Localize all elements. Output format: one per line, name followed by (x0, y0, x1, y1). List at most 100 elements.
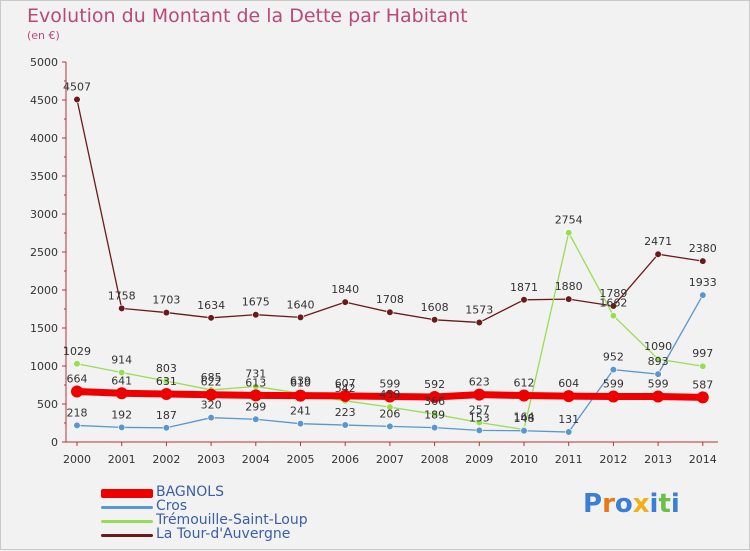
data-label: 1708 (376, 293, 404, 306)
x-tick-label: 2005 (287, 453, 315, 466)
y-tick-label: 3500 (30, 170, 58, 183)
data-point (160, 388, 173, 401)
data-point (431, 410, 439, 418)
data-point (296, 313, 305, 321)
legend-label: BAGNOLS (156, 484, 224, 500)
data-point (118, 423, 126, 432)
data-point (696, 391, 709, 404)
data-point (162, 424, 170, 432)
data-label: 622 (201, 376, 222, 389)
data-label: 685 (201, 371, 222, 384)
data-point (296, 420, 305, 428)
data-point (565, 428, 573, 436)
data-label: 241 (290, 405, 311, 418)
data-point (518, 389, 530, 402)
data-point (339, 389, 352, 402)
data-point (562, 390, 575, 403)
data-point (607, 390, 620, 403)
data-label: 148 (514, 412, 535, 425)
data-point (386, 403, 394, 411)
y-tick-label: 500 (37, 398, 58, 411)
x-tick-label: 2012 (599, 453, 627, 466)
data-point (473, 388, 486, 401)
chart-subtitle: (en €) (27, 29, 60, 42)
data-label: 1029 (63, 345, 91, 358)
y-tick-label: 2500 (30, 246, 58, 259)
legend-item: Cros (101, 498, 401, 515)
legend-label: Trémouille-Saint-Loup (156, 512, 308, 528)
data-label: 192 (111, 408, 132, 421)
data-point (520, 296, 528, 304)
legend-item: Trémouille-Saint-Loup (101, 512, 401, 529)
data-point (699, 291, 707, 299)
x-tick-label: 2000 (63, 453, 91, 466)
data-point (475, 418, 483, 427)
data-point (565, 295, 573, 303)
data-label: 803 (156, 362, 177, 375)
data-point (565, 229, 573, 237)
data-point (654, 355, 662, 363)
data-point (118, 368, 126, 377)
data-label: 1090 (644, 340, 672, 353)
data-label: 631 (156, 375, 177, 388)
data-label: 1640 (287, 298, 315, 311)
data-point (341, 298, 349, 306)
data-point (205, 388, 218, 401)
data-label: 1608 (421, 301, 449, 314)
data-point (73, 421, 81, 430)
data-label: 914 (111, 354, 132, 367)
data-label: 299 (245, 400, 266, 413)
legend-swatch (101, 534, 153, 537)
data-label: 1933 (689, 276, 717, 289)
data-point (699, 257, 707, 265)
data-label: 1662 (599, 297, 627, 310)
legend-label: Cros (156, 498, 188, 514)
data-label: 1789 (599, 287, 627, 300)
legend-item: BAGNOLS (101, 484, 401, 501)
data-label: 459 (379, 388, 400, 401)
x-tick-label: 2006 (331, 453, 359, 466)
data-point (252, 311, 260, 319)
data-label: 599 (648, 377, 669, 390)
data-label: 2754 (555, 214, 583, 227)
data-label: 164 (514, 411, 535, 424)
data-point (386, 422, 394, 430)
x-tick-label: 2014 (689, 453, 717, 466)
data-point (294, 389, 307, 402)
data-label: 1634 (197, 299, 225, 312)
data-label: 320 (201, 399, 222, 412)
data-point (431, 316, 439, 324)
data-label: 257 (469, 403, 490, 416)
x-tick-label: 2008 (421, 453, 449, 466)
data-label: 4507 (63, 80, 91, 93)
y-tick-label: 0 (51, 436, 58, 449)
data-label: 2380 (689, 242, 717, 255)
data-point (386, 308, 394, 316)
data-label: 1880 (555, 280, 583, 293)
data-point (162, 377, 170, 385)
y-tick-label: 5000 (30, 56, 58, 69)
data-label: 1675 (242, 296, 270, 309)
data-label: 189 (424, 409, 445, 422)
legend-label: La Tour-d'Auvergne (156, 526, 291, 542)
data-label: 1758 (108, 289, 136, 302)
data-label: 612 (514, 376, 535, 389)
data-point (73, 360, 81, 368)
data-point (520, 427, 528, 435)
data-point (118, 304, 126, 312)
x-tick-label: 2010 (510, 453, 538, 466)
data-label: 187 (156, 409, 177, 422)
x-tick-label: 2007 (376, 453, 404, 466)
legend-item: La Tour-d'Auvergne (101, 526, 401, 543)
data-label: 592 (424, 378, 445, 391)
data-label: 2471 (644, 235, 672, 248)
data-label: 599 (603, 377, 624, 390)
data-point (654, 370, 662, 378)
data-label: 1703 (152, 294, 180, 307)
legend-swatch (101, 506, 153, 509)
legend-swatch (101, 520, 153, 523)
x-tick-label: 2004 (242, 453, 270, 466)
data-label: 223 (335, 406, 356, 419)
y-tick-label: 4000 (30, 132, 58, 145)
data-point (73, 95, 81, 104)
